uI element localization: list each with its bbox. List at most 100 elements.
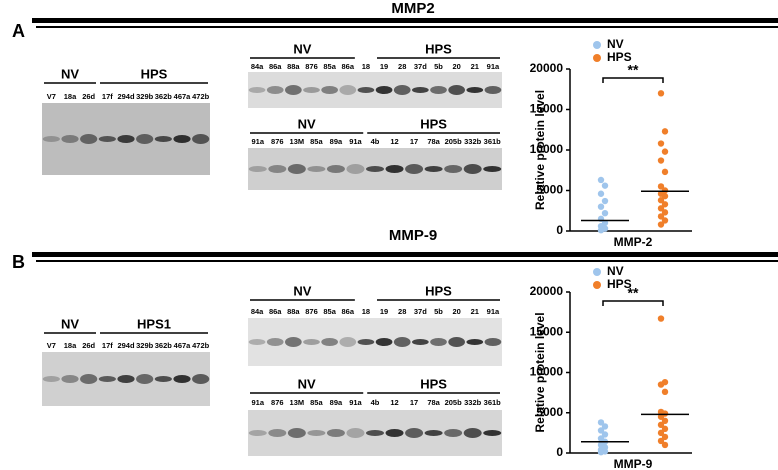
band — [307, 166, 326, 172]
lane-label: 88a — [287, 62, 300, 71]
band — [192, 134, 210, 144]
lane-label: 86a — [269, 62, 282, 71]
band — [285, 85, 302, 95]
group-label: NV — [61, 316, 79, 331]
band — [444, 165, 463, 173]
data-point — [661, 201, 669, 208]
lane-label: 84a — [251, 62, 264, 71]
lane-label: 362b — [155, 92, 173, 101]
legend-label: NV — [607, 37, 624, 51]
band — [154, 136, 172, 142]
legend-marker — [593, 54, 601, 62]
band — [424, 430, 443, 436]
data-point — [657, 205, 665, 212]
band — [268, 429, 287, 437]
x-axis-label: MMP-2 — [614, 235, 653, 249]
lane-label: 294d — [117, 341, 135, 350]
group-label: HPS1 — [137, 316, 171, 331]
data-point — [661, 425, 669, 433]
lane-label: 84a — [251, 307, 264, 316]
lane-label: 85a — [310, 137, 323, 146]
lane-label: V7 — [47, 341, 56, 350]
lane-label: 21 — [471, 62, 479, 71]
band — [61, 135, 79, 143]
data-point — [657, 315, 665, 322]
group-label: NV — [293, 283, 311, 298]
band — [303, 87, 320, 93]
lane-label: 332b — [464, 398, 482, 407]
band — [154, 376, 172, 382]
lane-label: 361b — [484, 137, 502, 146]
lane-label: 20 — [452, 62, 460, 71]
data-point — [661, 148, 669, 155]
data-point — [601, 423, 609, 430]
divider-thin — [36, 26, 778, 28]
band — [287, 428, 306, 438]
lane-label: 78a — [427, 398, 440, 407]
lane-label: 467a — [174, 92, 192, 101]
lane-label: 37d — [414, 307, 427, 316]
band — [357, 339, 375, 345]
band — [484, 86, 502, 94]
lane-label: 85a — [310, 398, 323, 407]
lane-label: 86a — [269, 307, 282, 316]
band — [61, 375, 79, 383]
lane-label: 472b — [192, 92, 210, 101]
lane-label: 19 — [380, 62, 388, 71]
data-point — [657, 437, 665, 445]
lane-label: 88a — [287, 307, 300, 316]
lane-label: 361b — [484, 398, 502, 407]
data-point — [597, 448, 605, 456]
lane-label: 876 — [271, 398, 284, 407]
significance-label: ** — [628, 62, 639, 78]
legend-label: HPS — [607, 277, 632, 291]
data-point — [661, 433, 669, 441]
group-label: NV — [298, 116, 316, 131]
band — [339, 85, 357, 95]
band — [405, 428, 424, 438]
significance-label: ** — [628, 285, 639, 301]
lane-label: 17f — [102, 341, 113, 350]
data-point — [661, 388, 669, 396]
y-tick-label: 15000 — [530, 102, 564, 116]
data-point — [657, 213, 665, 220]
lane-label: 5b — [434, 62, 443, 71]
lane-label: 876 — [305, 307, 318, 316]
group-label: NV — [298, 376, 316, 391]
data-point — [661, 192, 669, 200]
lane-label: 91a — [252, 398, 265, 407]
lane-label: 18a — [64, 341, 77, 350]
data-point — [657, 413, 665, 420]
band — [248, 430, 267, 436]
band — [268, 165, 287, 173]
band — [430, 338, 447, 346]
band — [385, 429, 404, 437]
lane-label: 13M — [290, 137, 305, 146]
lane-label: 332b — [464, 137, 482, 146]
band — [346, 164, 365, 174]
lane-label: 12 — [390, 137, 398, 146]
lane-label: 17 — [410, 137, 418, 146]
group-label: HPS — [425, 41, 452, 56]
lane-label: 18 — [362, 307, 370, 316]
lane-label: 329b — [136, 92, 154, 101]
data-point — [657, 197, 665, 204]
band — [248, 87, 266, 93]
band — [98, 376, 116, 382]
lane-label: 205b — [445, 137, 463, 146]
lane-label: 91a — [487, 62, 500, 71]
lane-label: 17f — [102, 92, 113, 101]
band — [483, 166, 502, 172]
band — [375, 86, 393, 94]
panel-title: MMP2 — [391, 0, 434, 17]
data-point — [661, 441, 669, 449]
data-point — [597, 226, 605, 234]
band — [326, 429, 345, 437]
band — [393, 85, 411, 95]
legend-marker — [593, 268, 601, 276]
band — [248, 339, 266, 345]
lane-label: 85a — [323, 62, 336, 71]
data-point — [597, 419, 605, 426]
y-tick-label: 5000 — [536, 183, 563, 197]
divider-thick — [32, 18, 778, 23]
